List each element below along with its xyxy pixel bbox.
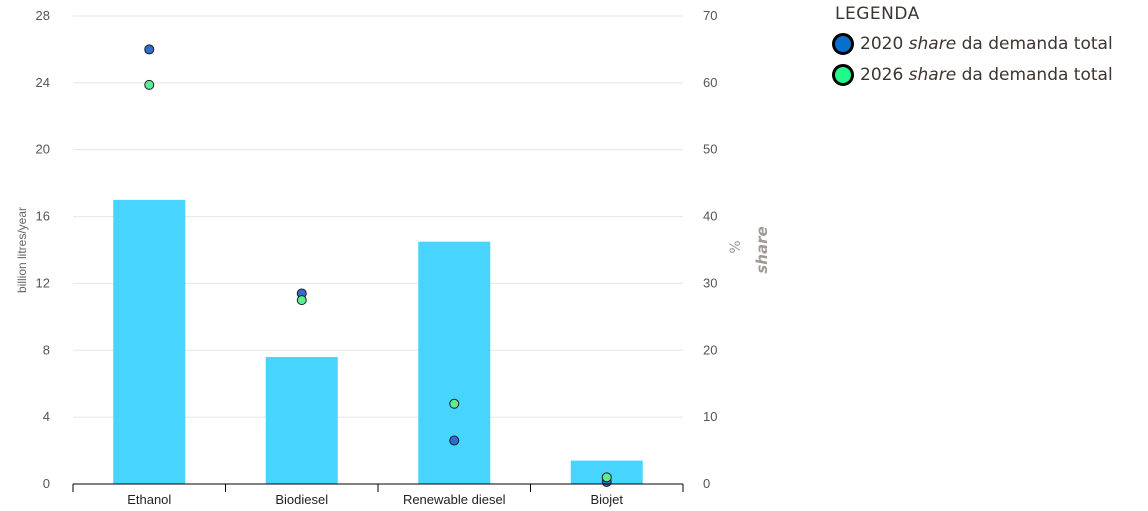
point-series bbox=[144, 44, 612, 487]
bar bbox=[265, 356, 338, 484]
data-point bbox=[144, 79, 155, 90]
legend-italic: share bbox=[908, 65, 957, 85]
x-tick-label: Renewable diesel bbox=[403, 492, 506, 507]
legend-year: 2020 bbox=[860, 34, 904, 54]
data-point bbox=[296, 295, 307, 306]
y2-tick-label: 10 bbox=[703, 409, 717, 424]
data-point bbox=[449, 398, 460, 409]
x-tick-label: Biojet bbox=[590, 492, 623, 507]
y2-tick-label: 0 bbox=[703, 476, 710, 491]
legend-swatch-2026 bbox=[832, 64, 854, 86]
y-tick-label: 24 bbox=[36, 75, 50, 90]
y-tick-label: 0 bbox=[43, 476, 50, 491]
y-tick-label: 12 bbox=[36, 275, 50, 290]
y-tick-label: 28 bbox=[36, 8, 50, 23]
tick-labels: 0 4 8 12 16 20 24 28 0 10 20 30 40 50 60 70 Ethanol Biodi… bbox=[36, 8, 718, 507]
y2-tick-label: 60 bbox=[703, 75, 717, 90]
y-tick-label: 8 bbox=[43, 342, 50, 357]
y2-tick-label: 20 bbox=[703, 342, 717, 357]
x-tick-label: Biodiesel bbox=[275, 492, 328, 507]
y2-axis-title: share bbox=[753, 226, 771, 273]
y2-tick-label: 70 bbox=[703, 8, 717, 23]
x-tick-label: Ethanol bbox=[127, 492, 171, 507]
y-axis-title: billion litres/year bbox=[15, 207, 29, 293]
bar bbox=[570, 460, 643, 484]
bar bbox=[113, 199, 186, 484]
y-tick-label: 16 bbox=[36, 209, 50, 224]
legend: LEGENDA 2020 share da demanda total 2026… bbox=[832, 4, 1113, 95]
legend-rest: da demanda total bbox=[961, 65, 1113, 85]
y2-tick-label: 40 bbox=[703, 209, 717, 224]
legend-item-2020: 2020 share da demanda total bbox=[832, 33, 1113, 55]
y2-tick-label: 50 bbox=[703, 142, 717, 157]
y2-tick-label: 30 bbox=[703, 275, 717, 290]
x-axis bbox=[72, 483, 684, 492]
legend-item-2026: 2026 share da demanda total bbox=[832, 64, 1113, 86]
legend-rest: da demanda total bbox=[961, 34, 1113, 54]
legend-year: 2026 bbox=[860, 65, 904, 85]
data-point bbox=[144, 44, 155, 55]
data-point bbox=[601, 472, 612, 483]
legend-title: LEGENDA bbox=[835, 4, 920, 24]
legend-swatch-2020 bbox=[832, 33, 854, 55]
y-tick-label: 4 bbox=[43, 409, 50, 424]
y-tick-label: 20 bbox=[36, 142, 50, 157]
legend-italic: share bbox=[908, 34, 957, 54]
y2-axis-unit: % bbox=[728, 240, 744, 253]
bar-series bbox=[113, 199, 643, 484]
bar bbox=[418, 241, 491, 484]
data-point bbox=[449, 435, 460, 446]
